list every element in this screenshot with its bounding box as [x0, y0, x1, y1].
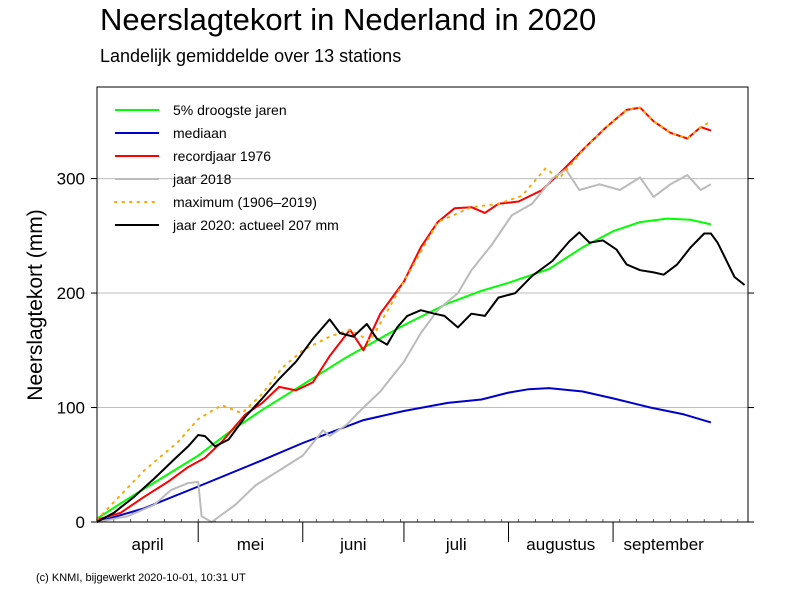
series-line-3 [96, 168, 712, 523]
x-axis: april mei juni juli augustus september [132, 535, 705, 554]
y-axis-label: Neerslagtekort (mm) [24, 209, 47, 400]
month-label-juli: juli [445, 535, 467, 554]
legend-entry: recordjaar 1976 [173, 148, 271, 164]
update-footer: (c) KNMI, bijgewerkt 2020-10-01, 10:31 U… [36, 572, 246, 584]
legend-entry: mediaan [173, 125, 227, 141]
series-line-0 [96, 217, 712, 520]
y-tick-label: 200 [57, 284, 85, 303]
series-line-1 [96, 387, 712, 523]
legend-entry: jaar 2020: actueel 207 mm [172, 217, 339, 233]
series-lines [96, 106, 746, 523]
month-label-september: september [624, 535, 705, 554]
month-label-april: april [132, 535, 164, 554]
chart-subtitle: Landelijk gemiddelde over 13 stations [100, 46, 402, 66]
series-line-2 [96, 106, 712, 521]
y-axis: 0 100 200 300 [57, 170, 754, 532]
plot-frame [96, 86, 749, 523]
y-tick-label: 100 [57, 399, 85, 418]
y-tick-label: 300 [57, 170, 85, 189]
legend: 5% droogste jaren mediaan recordjaar 1976 j… [114, 102, 339, 233]
series-line-4 [96, 106, 712, 521]
y-tick-label: 0 [76, 513, 85, 532]
month-label-augustus: augustus [526, 535, 595, 554]
legend-entry: 5% droogste jaren [173, 102, 287, 118]
series-line-5 [96, 231, 746, 523]
month-label-juni: juni [339, 535, 366, 554]
legend-entry: jaar 2018 [172, 171, 232, 187]
legend-entry: maximum (1906–2019) [173, 194, 317, 210]
month-label-mei: mei [237, 535, 264, 554]
grid [97, 178, 748, 409]
chart-title: Neerslagtekort in Nederland in 2020 [100, 2, 597, 37]
